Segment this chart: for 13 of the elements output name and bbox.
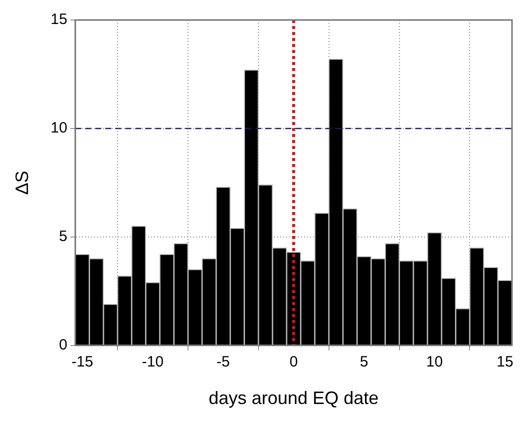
y-axis-title: ΔS bbox=[12, 170, 32, 195]
x-tick-label: -10 bbox=[142, 354, 164, 371]
x-tick-label: 10 bbox=[426, 354, 443, 371]
x-tick-label: 0 bbox=[289, 354, 298, 371]
y-tick-label: 10 bbox=[50, 120, 68, 137]
y-tick-label: 15 bbox=[50, 11, 68, 28]
y-tick-label: 0 bbox=[58, 336, 68, 354]
x-axis-title: days around EQ date bbox=[208, 388, 379, 408]
x-tick-label: 15 bbox=[496, 354, 514, 371]
x-tick-label: -15 bbox=[71, 354, 94, 371]
x-tick-label: 5 bbox=[360, 354, 368, 371]
x-tick-label: -5 bbox=[216, 354, 230, 371]
y-tick-label: 5 bbox=[58, 228, 68, 246]
